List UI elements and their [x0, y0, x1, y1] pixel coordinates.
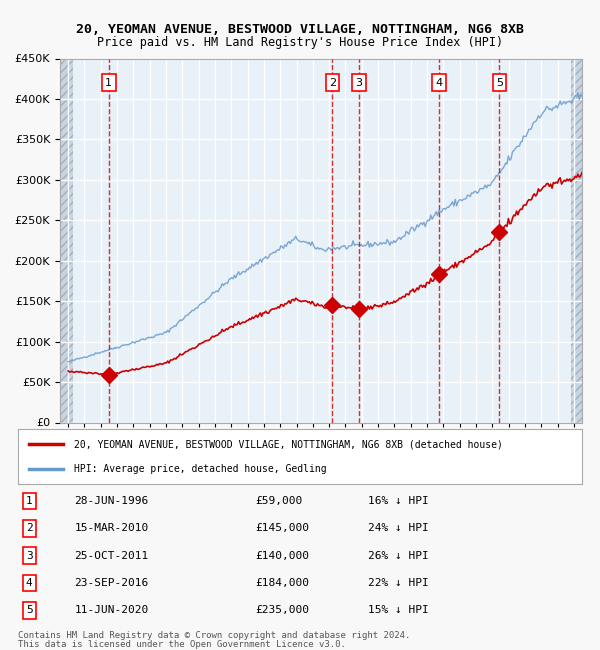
Text: £140,000: £140,000 [255, 551, 309, 561]
Text: 1: 1 [26, 496, 32, 506]
Bar [60, 58, 73, 423]
Text: 28-JUN-1996: 28-JUN-1996 [74, 496, 149, 506]
Text: 20, YEOMAN AVENUE, BESTWOOD VILLAGE, NOTTINGHAM, NG6 8XB (detached house): 20, YEOMAN AVENUE, BESTWOOD VILLAGE, NOT… [74, 439, 503, 449]
Text: £235,000: £235,000 [255, 605, 309, 616]
Text: 2: 2 [329, 78, 336, 88]
Text: 5: 5 [496, 78, 503, 88]
Text: £184,000: £184,000 [255, 578, 309, 588]
Text: 15% ↓ HPI: 15% ↓ HPI [368, 605, 428, 616]
Text: 11-JUN-2020: 11-JUN-2020 [74, 605, 149, 616]
Text: 1: 1 [105, 78, 112, 88]
Text: 15-MAR-2010: 15-MAR-2010 [74, 523, 149, 534]
Bar [571, 58, 582, 423]
Text: 4: 4 [436, 78, 443, 88]
Text: 4: 4 [26, 578, 32, 588]
Text: Contains HM Land Registry data © Crown copyright and database right 2024.: Contains HM Land Registry data © Crown c… [18, 630, 410, 640]
Text: 23-SEP-2016: 23-SEP-2016 [74, 578, 149, 588]
Text: 25-OCT-2011: 25-OCT-2011 [74, 551, 149, 561]
Text: This data is licensed under the Open Government Licence v3.0.: This data is licensed under the Open Gov… [18, 640, 346, 649]
Text: £145,000: £145,000 [255, 523, 309, 534]
Text: 26% ↓ HPI: 26% ↓ HPI [368, 551, 428, 561]
Text: Price paid vs. HM Land Registry's House Price Index (HPI): Price paid vs. HM Land Registry's House … [97, 36, 503, 49]
Text: 3: 3 [26, 551, 32, 561]
Text: 3: 3 [355, 78, 362, 88]
Text: HPI: Average price, detached house, Gedling: HPI: Average price, detached house, Gedl… [74, 464, 327, 474]
Text: 16% ↓ HPI: 16% ↓ HPI [368, 496, 428, 506]
Text: £59,000: £59,000 [255, 496, 302, 506]
Text: 22% ↓ HPI: 22% ↓ HPI [368, 578, 428, 588]
Text: 24% ↓ HPI: 24% ↓ HPI [368, 523, 428, 534]
Text: 20, YEOMAN AVENUE, BESTWOOD VILLAGE, NOTTINGHAM, NG6 8XB: 20, YEOMAN AVENUE, BESTWOOD VILLAGE, NOT… [76, 23, 524, 36]
Text: 2: 2 [26, 523, 32, 534]
Text: 5: 5 [26, 605, 32, 616]
